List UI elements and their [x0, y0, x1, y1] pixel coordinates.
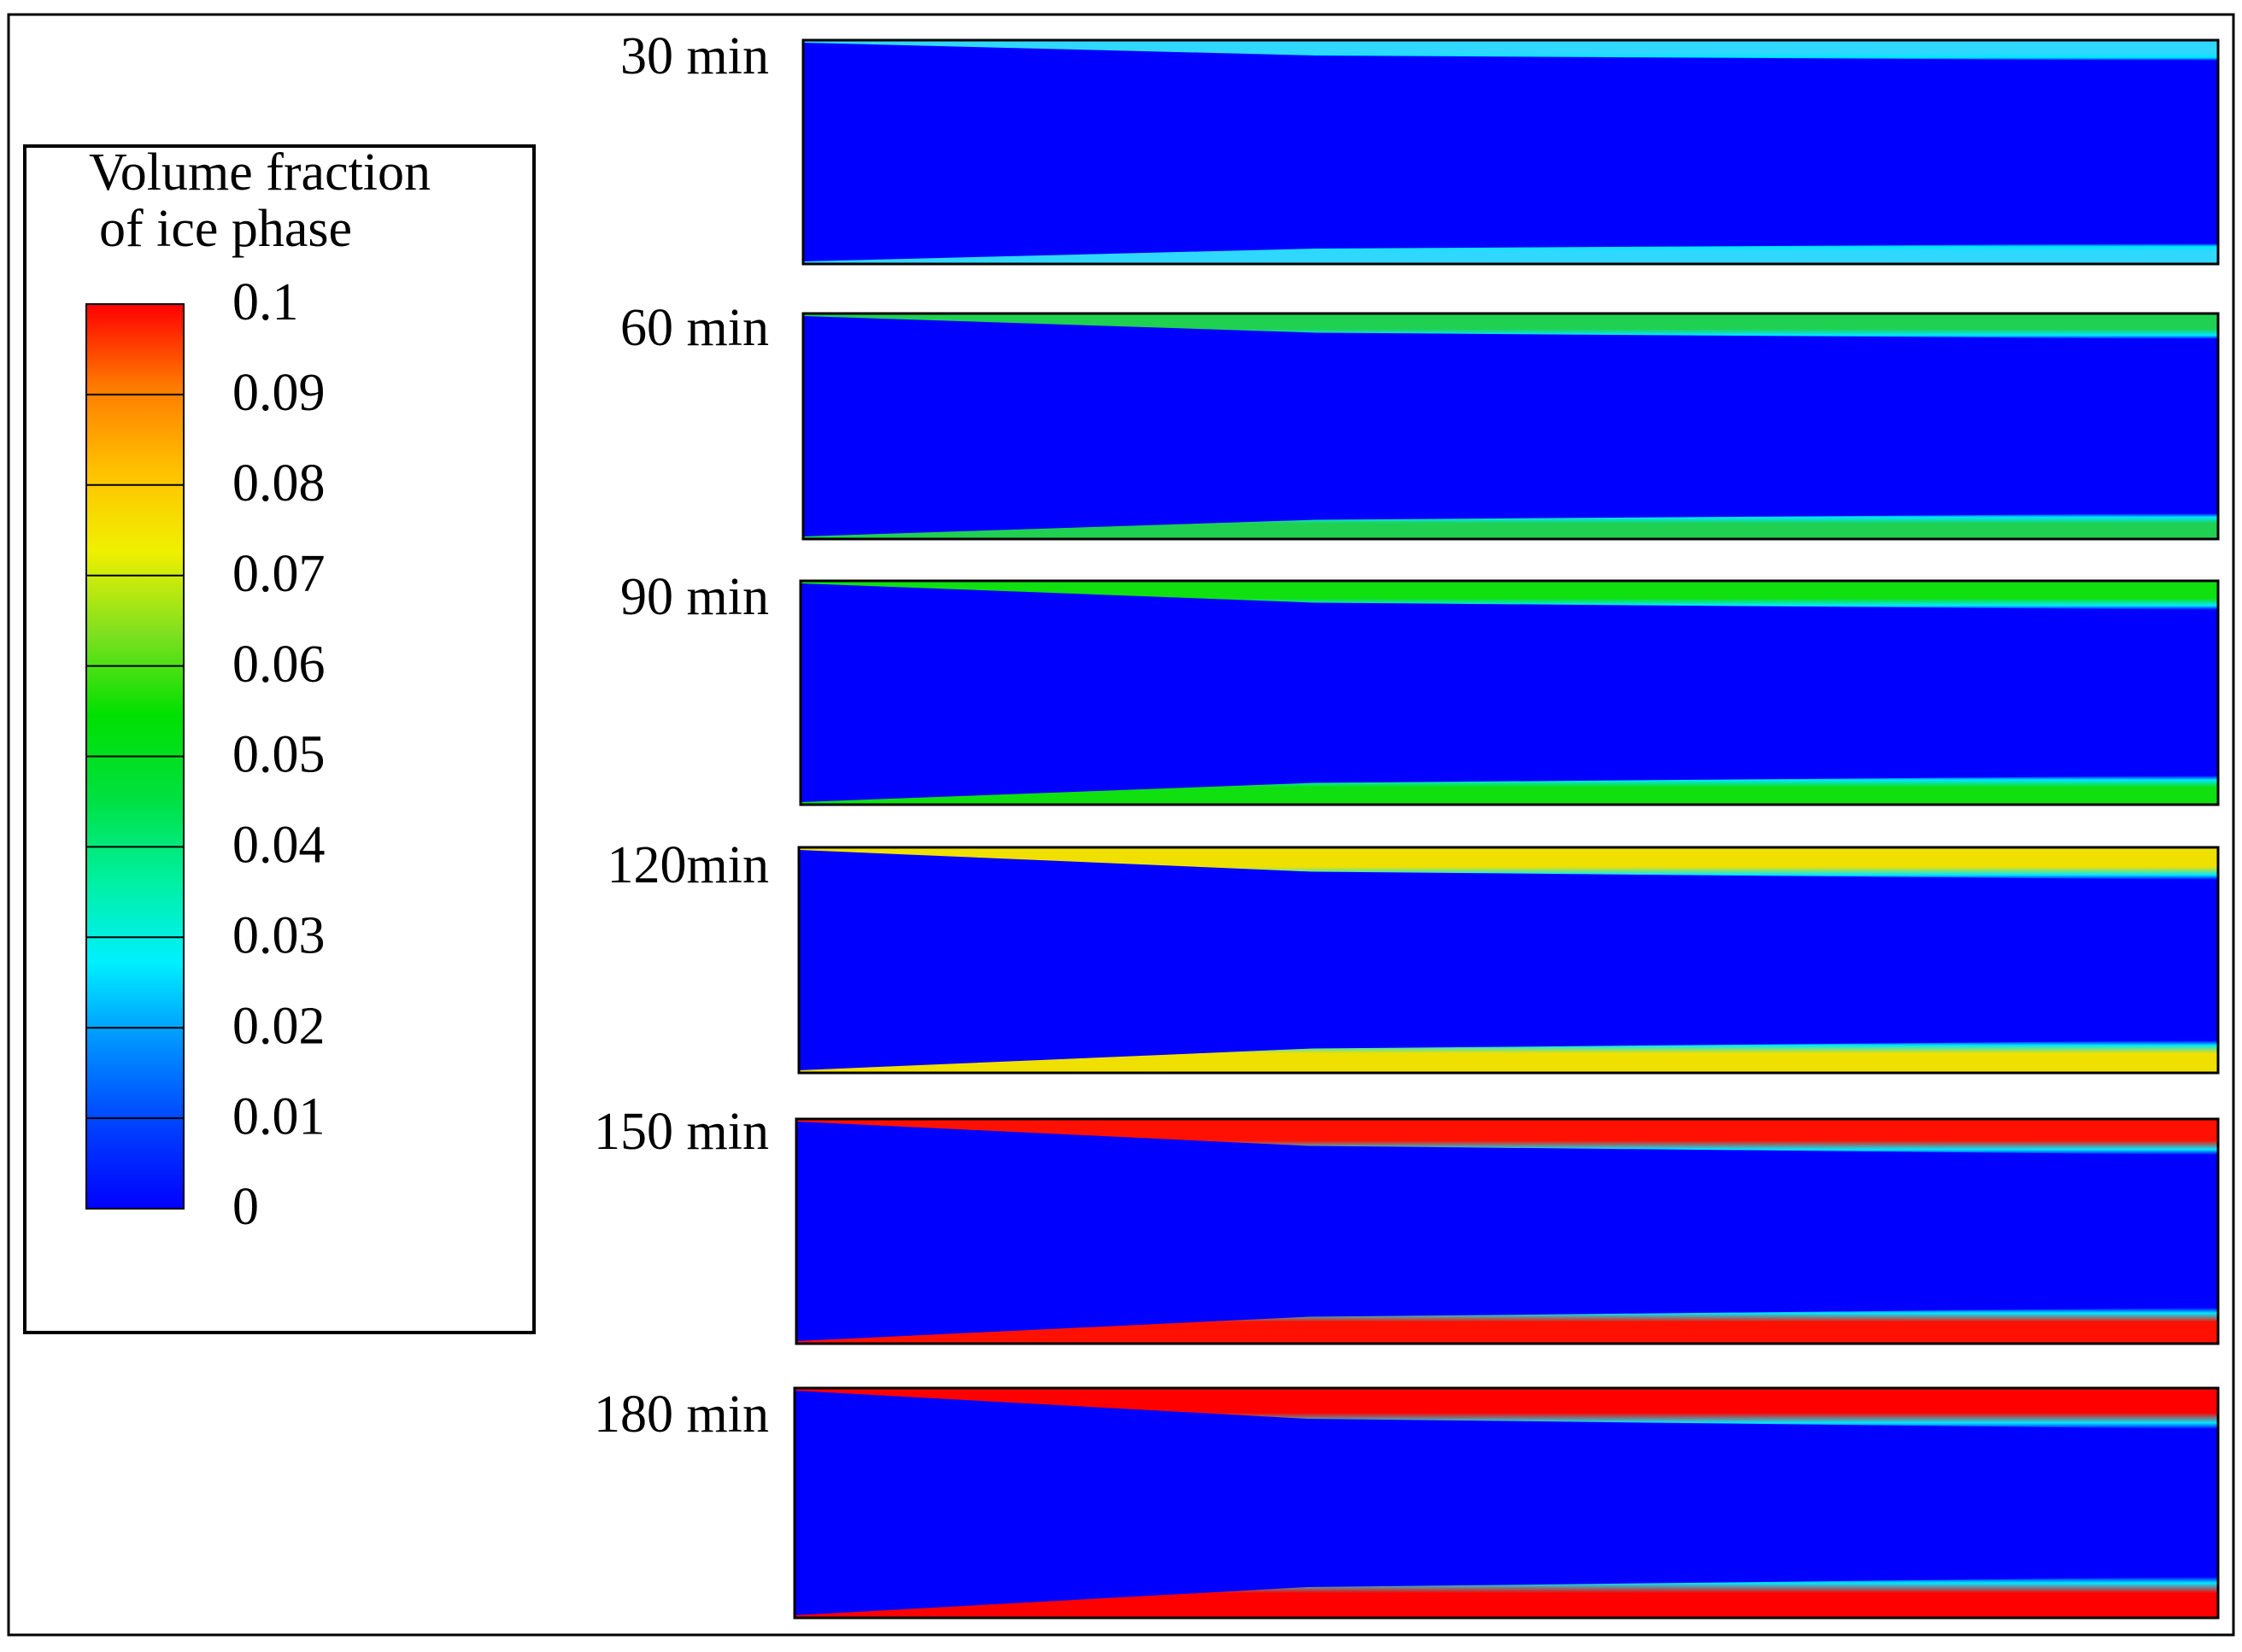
ice-layer — [799, 1040, 2218, 1073]
colorbar-tick-label: 0.09 — [232, 364, 326, 422]
ice-layer — [795, 1577, 2218, 1618]
colorbar-tick-label: 0.01 — [232, 1087, 326, 1145]
contour-panel — [803, 40, 2218, 264]
ice-layer — [801, 776, 2218, 805]
contour-panel — [801, 581, 2218, 805]
panel-label: 30 min — [620, 27, 769, 85]
ice-layer — [795, 1388, 2218, 1429]
colorbar-tick-label: 0.07 — [232, 545, 326, 603]
ice-layer — [801, 581, 2218, 610]
contour-panel — [799, 847, 2218, 1073]
ice-layer — [803, 513, 2218, 539]
ice-layer — [796, 1119, 2218, 1155]
panel-label: 150 min — [594, 1103, 769, 1161]
panel-border — [799, 579, 2220, 806]
colorbar-tick-label: 0.03 — [232, 907, 326, 965]
contour-panel — [796, 1119, 2218, 1344]
colorbar-tick-label: 0 — [232, 1178, 259, 1236]
panel-border — [793, 1386, 2220, 1620]
contour-panel — [803, 313, 2218, 539]
ice-layer — [796, 1308, 2218, 1344]
colorbar-tick-label: 0.06 — [232, 636, 326, 694]
ice-layer — [799, 847, 2218, 880]
ice-layer — [803, 40, 2218, 61]
legend-title: of ice phase — [99, 200, 352, 258]
panel-border — [797, 846, 2220, 1075]
colorbar-tick-label: 0.1 — [232, 273, 299, 331]
ice-layer — [803, 243, 2218, 264]
panel-label: 180 min — [594, 1385, 769, 1444]
panel-border — [801, 312, 2220, 541]
colorbar-tick-label: 0.08 — [232, 454, 326, 513]
panel-label: 120min — [607, 836, 769, 894]
legend-title: Volume fraction — [89, 144, 431, 202]
colorbar-tick-label: 0.05 — [232, 726, 326, 784]
colorbar-tick-label: 0.04 — [232, 817, 326, 875]
panel-label: 60 min — [620, 299, 769, 357]
panel-border — [801, 38, 2220, 266]
colorbar-tick-label: 0.02 — [232, 997, 326, 1055]
panel-label: 90 min — [620, 568, 769, 626]
ice-layer — [803, 313, 2218, 339]
panel-border — [795, 1117, 2220, 1345]
